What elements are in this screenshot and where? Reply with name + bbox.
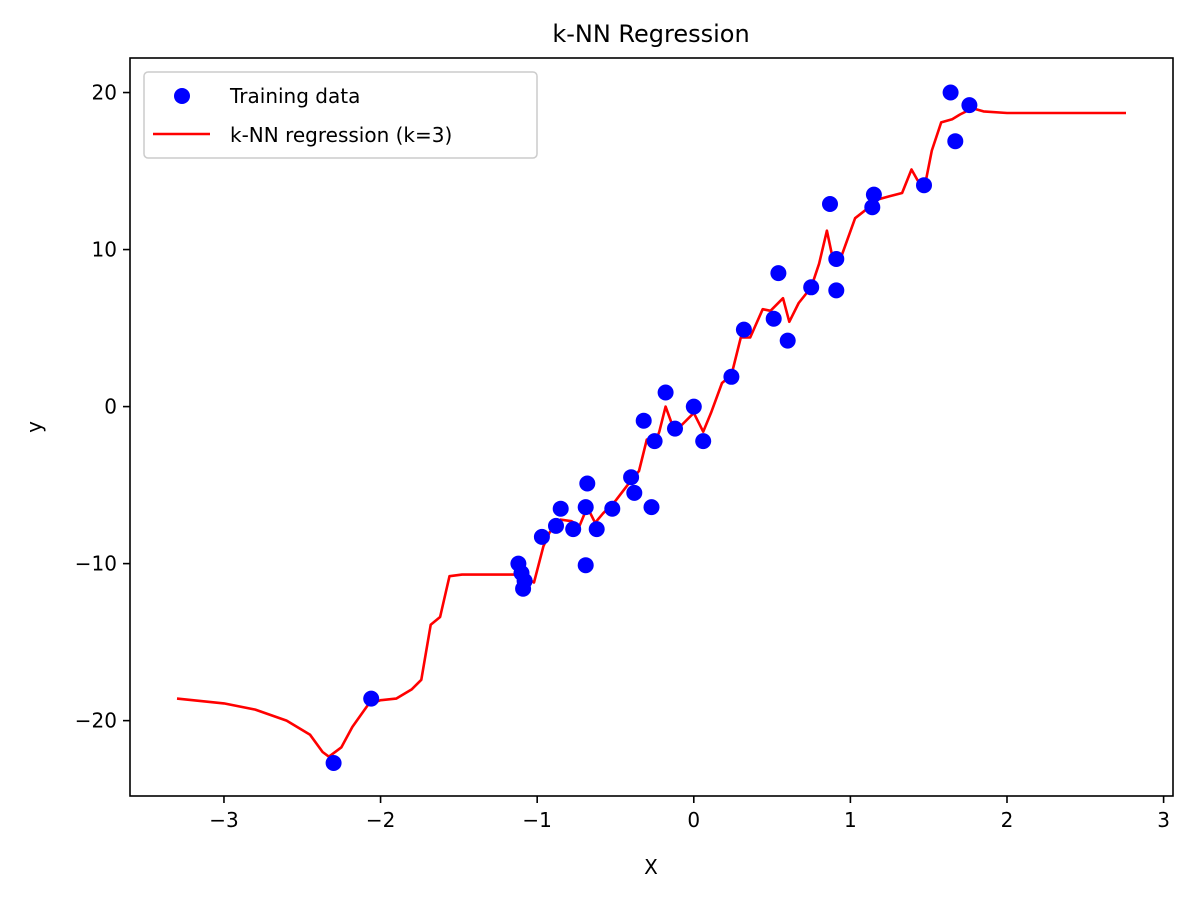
- x-tick-label: 3: [1157, 808, 1170, 832]
- x-tick-label: −2: [366, 808, 395, 832]
- legend-box: [143, 71, 538, 159]
- training-data-point: [765, 310, 782, 327]
- legend-scatter-marker: [174, 88, 190, 104]
- training-data-point: [579, 475, 596, 492]
- x-tick-label: −1: [522, 808, 551, 832]
- training-data-point: [533, 528, 550, 545]
- training-data-point: [657, 384, 674, 401]
- knn-regression-line: [176, 106, 1126, 758]
- training-data-point: [646, 433, 663, 450]
- training-data-point: [623, 469, 640, 486]
- training-data-point: [577, 499, 594, 516]
- x-tick-label: 1: [844, 808, 857, 832]
- training-data-point: [363, 690, 380, 707]
- x-tick-label: 2: [1001, 808, 1014, 832]
- training-data-point: [548, 517, 564, 534]
- training-data-point: [770, 265, 787, 282]
- training-data-point: [695, 433, 712, 450]
- training-data-point: [947, 133, 964, 150]
- legend: Training data k-NN regression (k=3): [143, 71, 538, 159]
- x-tick-label: 0: [687, 808, 700, 832]
- chart-title: k-NN Regression: [552, 20, 749, 48]
- x-tick-label: −3: [209, 808, 238, 832]
- y-tick-label: 20: [92, 81, 117, 105]
- training-data-point: [779, 332, 796, 349]
- training-data-point: [723, 368, 740, 385]
- point-layer: [325, 84, 978, 771]
- training-data-point: [635, 412, 652, 429]
- y-axis-ticks: −20 −10 0 10 20: [75, 81, 130, 733]
- training-data-point: [685, 398, 702, 415]
- x-axis-label: X: [644, 855, 658, 879]
- training-data-point: [325, 755, 342, 771]
- training-data-point: [626, 484, 643, 501]
- training-data-point: [643, 499, 660, 516]
- y-tick-label: 0: [104, 395, 117, 419]
- y-tick-label: −10: [75, 552, 117, 576]
- training-data-point: [828, 251, 845, 267]
- y-axis-label: y: [22, 421, 46, 433]
- y-tick-label: −20: [75, 709, 117, 733]
- training-data-point: [515, 580, 532, 597]
- training-data-point: [588, 521, 605, 538]
- training-data-point: [565, 521, 582, 538]
- training-data-point: [577, 557, 594, 574]
- training-data-point: [667, 420, 683, 437]
- training-data-point: [865, 186, 882, 203]
- y-tick-label: 10: [92, 238, 117, 262]
- training-data-point: [864, 199, 881, 216]
- training-data-point: [803, 279, 820, 296]
- legend-label-knn-regression: k-NN regression (k=3): [230, 123, 452, 147]
- training-data-point: [942, 84, 959, 101]
- legend-label-training-data: Training data: [229, 84, 360, 108]
- training-data-point: [735, 321, 752, 338]
- training-data-point: [961, 97, 978, 114]
- training-data-point: [552, 500, 569, 517]
- x-axis-ticks: −3 −2 −1 0 1 2 3: [209, 796, 1170, 832]
- line-layer: [176, 106, 1126, 758]
- training-data-point: [916, 177, 932, 194]
- training-data-point: [822, 196, 838, 212]
- plot-area-frame: [129, 57, 1174, 797]
- training-data-point: [604, 500, 621, 517]
- training-data-point: [828, 282, 845, 299]
